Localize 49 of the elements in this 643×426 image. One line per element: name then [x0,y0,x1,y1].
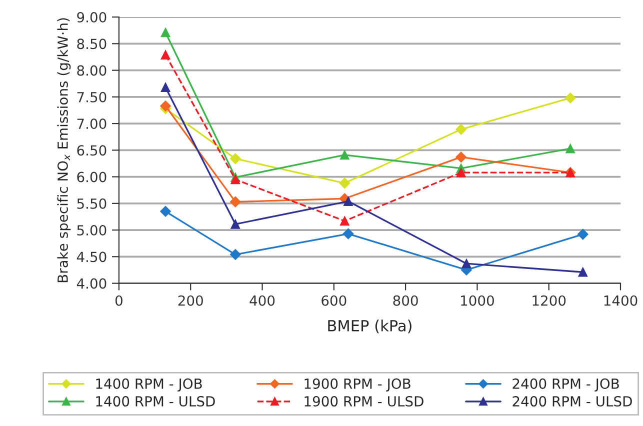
y-tick-label: 8.00 [77,65,106,76]
point [230,196,241,208]
point [230,153,241,164]
y-tick-label: 9.00 [77,12,106,23]
y-tick-label: 6.50 [77,145,106,156]
legend-label: 1900 RPM - ULSD [304,396,424,407]
point [566,144,576,154]
point [456,124,467,135]
point [160,82,170,92]
point [230,249,241,260]
point [340,216,350,226]
point [456,152,467,163]
y-tick-label: 7.00 [77,118,106,130]
point [160,28,170,38]
point [342,228,354,240]
x-tick-label: 1200 [532,295,566,306]
x-tick-label: 0 [115,295,122,306]
y-tick-label: 4.50 [76,252,106,262]
legend-label: 1400 RPM - ULSD [96,396,215,407]
y-axis-title: Brake specific NO$_{x}$ Emissions (g/kW·h) [57,18,71,282]
point [577,228,588,240]
legend-label: 2400 RPM - JOB [512,378,619,392]
x-tick-label: 1400 [604,295,638,306]
point [578,267,588,277]
x-tick-label: 1000 [461,295,494,306]
legend-label: 1400 RPM - JOB [96,378,202,392]
x-tick-label: 600 [322,295,346,306]
legend-label: 2400 RPM - ULSD [512,396,632,407]
y-tick-label: 4.00 [76,278,106,289]
y-tick-label: 5.00 [77,225,106,236]
point [230,219,240,229]
legend-label: 1900 RPM - JOB [304,378,410,392]
point [340,150,350,160]
x-tick-label: 400 [250,295,275,306]
point [344,196,353,206]
point [160,206,171,217]
point [462,258,472,268]
point [564,92,576,104]
point [160,100,171,112]
y-tick-label: 5.50 [77,198,106,209]
x-tick-label: 200 [178,295,203,306]
y-tick-label: 6.00 [77,172,106,182]
y-tick-label: 8.50 [77,38,106,50]
point [456,168,466,178]
x-axis-title: BMEP (kPa) [328,320,412,334]
x-tick-label: 800 [393,295,418,306]
point [339,178,350,189]
y-tick-label: 7.50 [77,92,106,102]
point [160,50,170,60]
